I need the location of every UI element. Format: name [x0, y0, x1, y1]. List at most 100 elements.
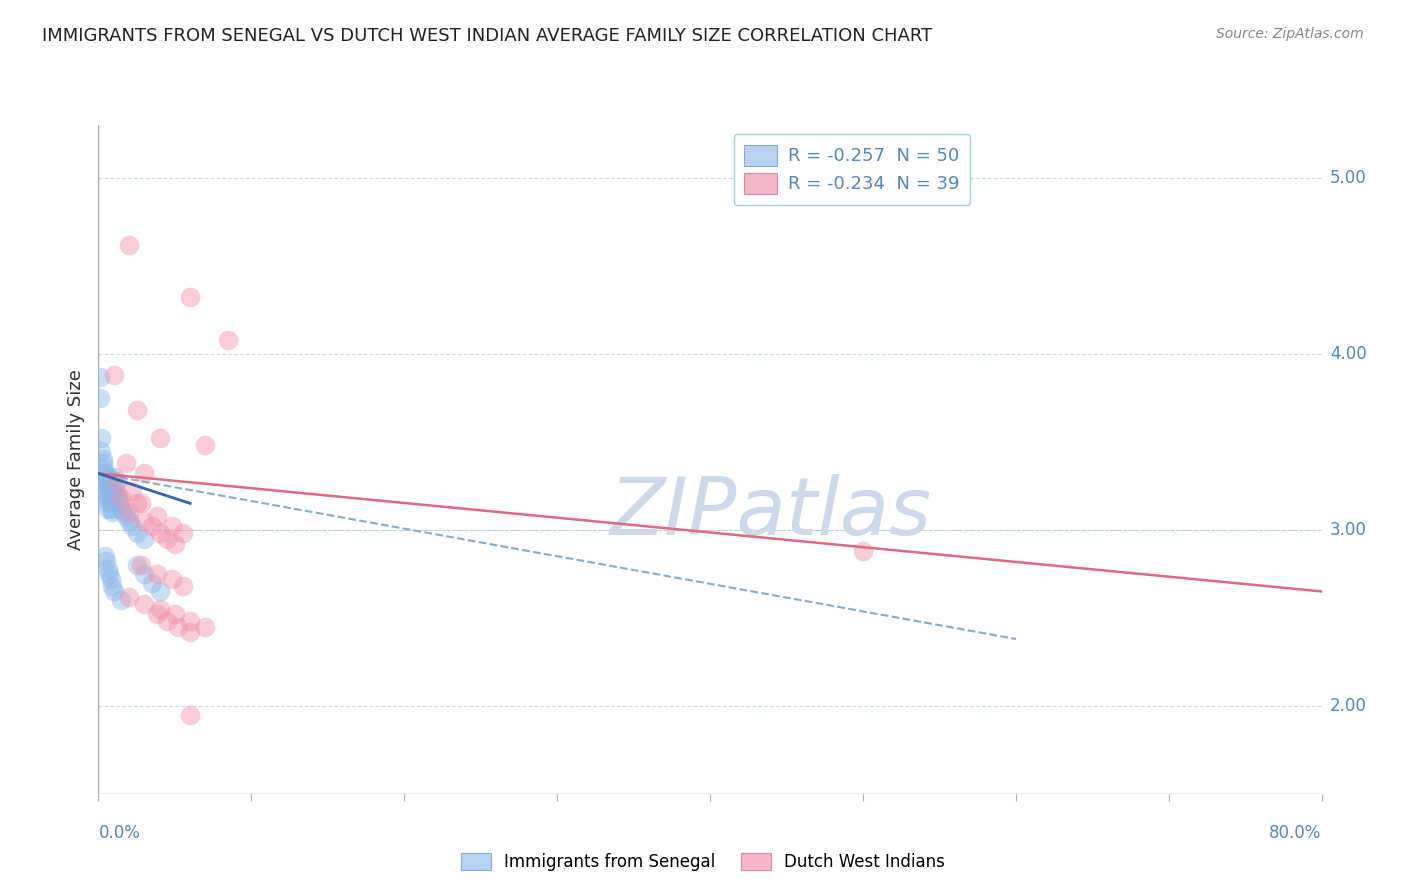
Point: [89, 369, 111, 384]
Point: [98, 470, 121, 484]
Point: [98, 474, 121, 488]
Point: [100, 572, 122, 586]
Point: [97, 561, 120, 575]
Point: [103, 368, 125, 382]
Point: [103, 474, 125, 488]
Text: 5.00: 5.00: [1330, 169, 1367, 186]
Point: [125, 558, 148, 572]
Point: [97, 501, 120, 516]
Point: [134, 597, 156, 611]
Point: [94, 487, 117, 501]
Point: [115, 456, 138, 470]
Point: [134, 566, 156, 581]
Point: [134, 532, 156, 546]
Point: [110, 491, 132, 505]
Point: [156, 532, 179, 546]
Point: [100, 491, 122, 505]
Point: [105, 487, 128, 501]
Point: [121, 519, 143, 533]
Point: [110, 501, 132, 516]
Point: [93, 467, 115, 481]
Text: 2.00: 2.00: [1330, 697, 1367, 714]
Point: [194, 619, 217, 633]
Point: [97, 491, 120, 505]
Point: [94, 484, 117, 499]
Point: [134, 514, 156, 528]
Point: [89, 391, 111, 405]
Point: [125, 496, 148, 510]
Text: 80.0%: 80.0%: [1270, 824, 1322, 842]
Point: [129, 496, 152, 510]
Point: [172, 526, 194, 541]
Point: [134, 467, 156, 481]
Point: [93, 470, 115, 484]
Point: [145, 607, 167, 622]
Point: [167, 619, 190, 633]
Point: [115, 508, 138, 523]
Point: [101, 579, 124, 593]
Point: [160, 519, 183, 533]
Point: [101, 501, 124, 516]
Legend: R = -0.257  N = 50, R = -0.234  N = 39: R = -0.257 N = 50, R = -0.234 N = 39: [734, 134, 970, 204]
Point: [217, 333, 239, 347]
Text: 3.00: 3.00: [1330, 521, 1367, 539]
Point: [108, 496, 131, 510]
Point: [118, 514, 141, 528]
Point: [91, 461, 114, 475]
Point: [179, 707, 201, 722]
Point: [91, 452, 114, 467]
Point: [94, 554, 117, 568]
Point: [149, 526, 172, 541]
Point: [94, 479, 117, 493]
Point: [97, 496, 120, 510]
Y-axis label: Average Family Size: Average Family Size: [66, 369, 84, 549]
Point: [101, 505, 124, 519]
Text: 0.0%: 0.0%: [98, 824, 141, 842]
Point: [179, 615, 201, 629]
Point: [125, 403, 148, 417]
Point: [141, 519, 163, 533]
Point: [194, 438, 217, 452]
Point: [90, 431, 112, 445]
Point: [90, 443, 112, 458]
Point: [118, 505, 141, 519]
Point: [118, 590, 141, 604]
Point: [145, 508, 167, 523]
Point: [179, 290, 201, 304]
Point: [125, 526, 148, 541]
Point: [149, 602, 172, 616]
Point: [91, 456, 114, 470]
Point: [103, 470, 125, 484]
Point: [104, 479, 127, 493]
Point: [156, 615, 179, 629]
Text: 4.00: 4.00: [1330, 344, 1367, 363]
Point: [100, 496, 122, 510]
Legend: Immigrants from Senegal, Dutch West Indians: Immigrants from Senegal, Dutch West Indi…: [453, 845, 953, 880]
Point: [160, 572, 183, 586]
Text: IMMIGRANTS FROM SENEGAL VS DUTCH WEST INDIAN AVERAGE FAMILY SIZE CORRELATION CHA: IMMIGRANTS FROM SENEGAL VS DUTCH WEST IN…: [42, 27, 932, 45]
Point: [121, 484, 143, 499]
Point: [149, 431, 172, 445]
Point: [104, 484, 127, 499]
Point: [149, 584, 172, 599]
Point: [93, 549, 115, 564]
Point: [118, 237, 141, 252]
Text: Source: ZipAtlas.com: Source: ZipAtlas.com: [1216, 27, 1364, 41]
Point: [141, 575, 163, 590]
Point: [103, 584, 125, 599]
Point: [179, 624, 201, 639]
Point: [852, 544, 875, 558]
Point: [98, 566, 121, 581]
Point: [163, 537, 186, 551]
Point: [172, 579, 194, 593]
Point: [107, 491, 129, 505]
Point: [110, 593, 132, 607]
Point: [93, 474, 115, 488]
Point: [145, 566, 167, 581]
Point: [129, 558, 152, 572]
Point: [100, 484, 122, 499]
Point: [111, 505, 134, 519]
Point: [105, 474, 128, 488]
Point: [163, 607, 186, 622]
Text: ZIPatlas: ZIPatlas: [610, 474, 932, 552]
